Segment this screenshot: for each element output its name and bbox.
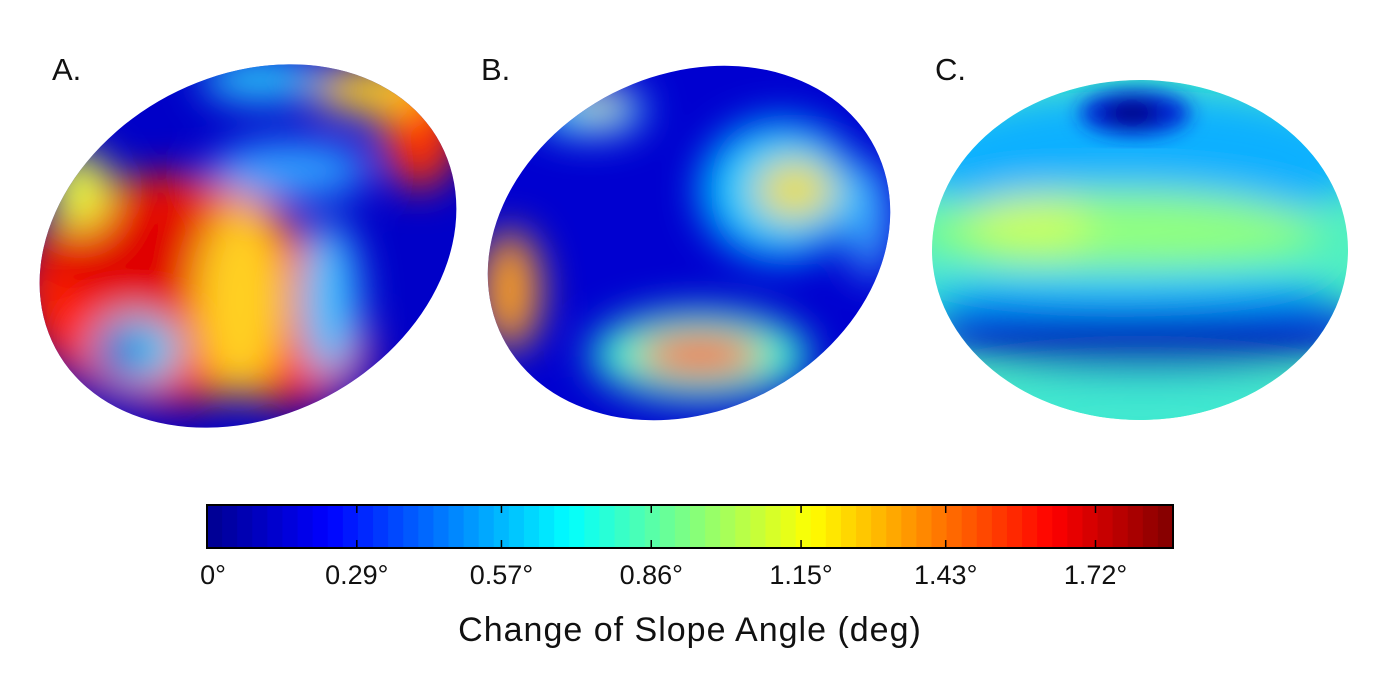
- colorbar-swatch: [659, 505, 676, 548]
- panel-c-heatmap: [932, 80, 1348, 420]
- colorbar-swatch: [312, 505, 329, 548]
- colorbar-swatch: [403, 505, 419, 548]
- colorbar-swatch: [991, 505, 1008, 548]
- colorbar-swatch: [569, 505, 585, 548]
- colorbar-swatch: [1127, 505, 1144, 548]
- colorbar-swatch: [690, 505, 706, 548]
- colorbar-swatch: [1052, 505, 1068, 548]
- colorbar-swatch: [1157, 505, 1174, 548]
- colorbar-tick-label: 1.15°: [769, 560, 832, 590]
- colorbar-swatch: [1037, 505, 1053, 548]
- colorbar-swatch: [539, 505, 555, 548]
- colorbar-tick-label: 0°: [200, 560, 226, 590]
- colorbar-swatch: [554, 505, 570, 548]
- colorbar-swatch: [644, 505, 661, 548]
- colorbar-tick-label: 1.72°: [1064, 560, 1127, 590]
- colorbar-swatch: [825, 505, 842, 548]
- colorbar: 0° 0.29° 0.57° 0.86° 1.15° 1.43° 1.72° Change …: [200, 504, 1174, 649]
- colorbar-swatch: [599, 505, 616, 548]
- colorbar-swatch: [705, 505, 721, 548]
- colorbar-swatch: [327, 505, 344, 548]
- colorbar-swatch: [478, 505, 495, 548]
- colorbar-swatch: [750, 505, 767, 548]
- colorbar-swatch: [433, 505, 450, 548]
- colorbar-swatch: [735, 505, 751, 548]
- colorbar-tick-labels: 0° 0.29° 0.57° 0.86° 1.15° 1.43° 1.72°: [200, 560, 1127, 590]
- panel-b-label: B.: [481, 52, 510, 87]
- panel-b: B.: [440, 40, 940, 460]
- colorbar-swatch: [1097, 505, 1114, 548]
- colorbar-swatch: [342, 505, 359, 548]
- colorbar-swatch: [614, 505, 631, 548]
- colorbar-swatch: [388, 505, 404, 548]
- colorbar-swatch: [720, 505, 736, 548]
- panel-a-heatmap: [0, 40, 500, 460]
- colorbar-swatch: [810, 505, 827, 548]
- colorbar-tick-label: 1.43°: [914, 560, 977, 590]
- colorbar-swatch: [508, 505, 525, 548]
- colorbar-swatch: [780, 505, 797, 548]
- panel-a-label: A.: [52, 52, 81, 87]
- colorbar-swatch: [871, 505, 887, 548]
- colorbar-swatch: [222, 505, 238, 548]
- colorbar-swatch: [357, 505, 374, 548]
- colorbar-swatch: [207, 505, 223, 548]
- colorbar-swatch: [297, 505, 314, 548]
- colorbar-swatch: [795, 505, 812, 548]
- colorbar-ticks: [206, 505, 1097, 548]
- colorbar-swatch: [856, 505, 872, 548]
- colorbar-swatches: [207, 505, 1174, 548]
- colorbar-swatch: [1067, 505, 1084, 548]
- colorbar-swatch: [901, 505, 918, 548]
- colorbar-swatch: [946, 505, 963, 548]
- panel-a: A.: [0, 40, 500, 460]
- colorbar-tick-label: 0.86°: [620, 560, 683, 590]
- colorbar-swatch: [418, 505, 435, 548]
- colorbar-swatch: [931, 505, 948, 548]
- colorbar-swatch: [674, 505, 691, 548]
- panel-c-label: C.: [935, 52, 966, 87]
- colorbar-swatch: [1082, 505, 1099, 548]
- colorbar-swatch: [1022, 505, 1038, 548]
- colorbar-tick-label: 0.57°: [470, 560, 533, 590]
- colorbar-swatch: [584, 505, 601, 548]
- colorbar-title: Change of Slope Angle (deg): [458, 611, 922, 649]
- colorbar-swatch: [916, 505, 933, 548]
- colorbar-swatch: [1112, 505, 1129, 548]
- colorbar-swatch: [961, 505, 978, 548]
- colorbar-tick-label: 0.29°: [325, 560, 388, 590]
- colorbar-swatch: [523, 505, 540, 548]
- colorbar-swatch: [282, 505, 299, 548]
- colorbar-swatch: [840, 505, 857, 548]
- colorbar-swatch: [373, 505, 389, 548]
- colorbar-swatch: [252, 505, 268, 548]
- colorbar-swatch: [448, 505, 465, 548]
- colorbar-swatch: [463, 505, 480, 548]
- colorbar-swatch: [886, 505, 902, 548]
- colorbar-swatch: [237, 505, 253, 548]
- panel-c: C.: [932, 52, 1348, 420]
- colorbar-frame: [206, 504, 1174, 549]
- panel-b-heatmap: [440, 40, 940, 460]
- colorbar-swatch: [976, 505, 993, 548]
- colorbar-swatch: [267, 505, 284, 548]
- colorbar-swatch: [629, 505, 646, 548]
- colorbar-swatch: [493, 505, 510, 548]
- colorbar-swatch: [765, 505, 782, 548]
- colorbar-swatch: [1142, 505, 1159, 548]
- colorbar-swatch: [1006, 505, 1023, 548]
